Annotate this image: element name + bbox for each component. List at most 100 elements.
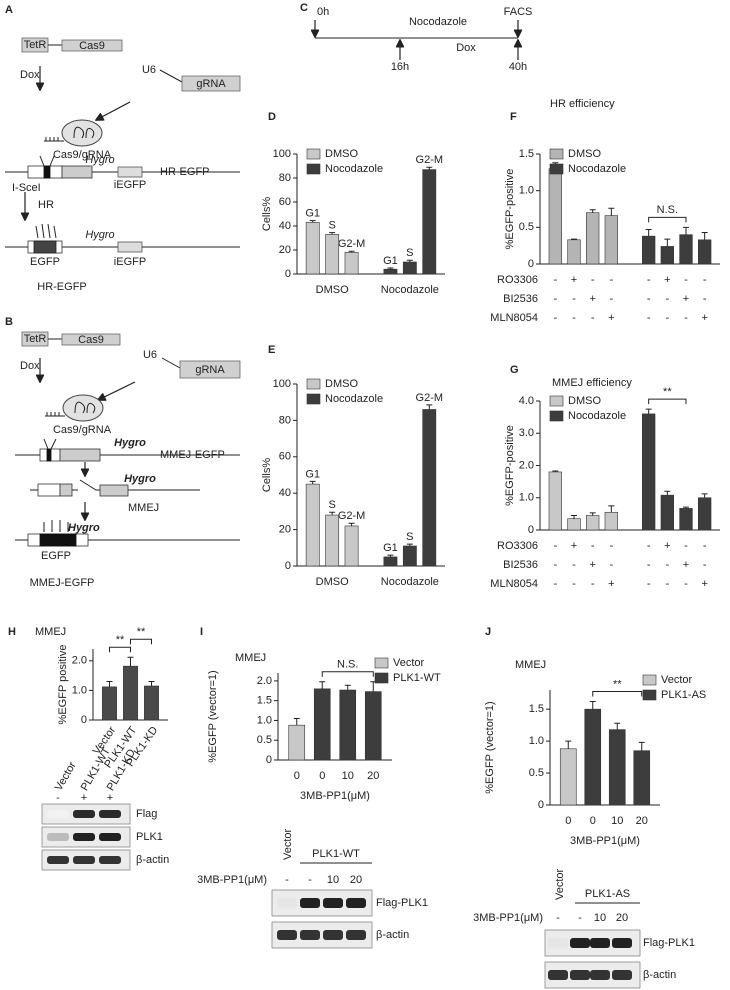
x-tick-label: Nocodazole [381, 576, 439, 588]
error-bar [426, 166, 433, 170]
y-axis-label: Cells% [261, 197, 273, 231]
grna-hairpin [73, 126, 95, 139]
repair-mark [47, 223, 51, 239]
panel-label: B [5, 316, 13, 328]
error-bar [608, 207, 615, 216]
bar [344, 252, 359, 275]
treatment-sign: - [665, 293, 669, 305]
legend-label: Nocodazole [325, 163, 383, 175]
treatment-sign: - [572, 293, 576, 305]
reporter-seg [37, 483, 61, 497]
cut-site [46, 448, 52, 462]
y-tick-label: 1.0 [529, 735, 544, 747]
arrow [98, 381, 136, 400]
bar [422, 169, 437, 275]
significance-bracket [109, 646, 131, 653]
treatment-sign: + [664, 540, 670, 552]
bar [660, 246, 674, 265]
tetr-label: TetR [24, 333, 47, 345]
bar-label: S [406, 531, 413, 543]
bar [586, 212, 600, 265]
treatment-sign: - [703, 274, 707, 286]
y-tick-label: 1.0 [519, 185, 534, 197]
bar-label: G1 [305, 208, 320, 220]
isce1-site [43, 165, 51, 179]
legend-label: Vector [393, 657, 425, 669]
blot-band [570, 970, 590, 980]
bar [548, 471, 562, 531]
band-label: β-actin [376, 929, 409, 941]
band-label: PLK1 [136, 831, 163, 843]
blot-band [47, 856, 69, 864]
blot-band [300, 930, 320, 940]
treatment-label: 3MB-PP1(μM) [197, 874, 267, 886]
blot-band [590, 938, 610, 948]
significance-bracket [648, 398, 687, 405]
panel-label: G [510, 364, 519, 376]
blot-band [99, 833, 121, 841]
cas9-label: Cas9 [79, 40, 105, 52]
chart-title: MMEJ efficiency [552, 377, 632, 389]
y-tick-label: 4.0 [519, 395, 534, 407]
error-bar [309, 480, 316, 485]
hygro-label: Hygro [85, 154, 114, 166]
event-label: FACS [504, 6, 533, 18]
treatment-sign: + [571, 274, 577, 286]
panel-label: D [268, 111, 276, 123]
panel-label: H [8, 626, 16, 638]
cut [50, 438, 57, 450]
treatment-sign: + [589, 559, 595, 571]
error-bar [683, 226, 689, 235]
x-axis-label: 3MB-PP1(μM) [570, 835, 640, 847]
treatment-sign: + [608, 578, 614, 590]
treatment-label: MLN8054 [490, 312, 538, 324]
error-bar [664, 490, 671, 496]
treatment-sign: - [684, 312, 688, 324]
treatment-sign: - [665, 578, 669, 590]
blot-band [99, 810, 121, 818]
dox-label: Dox [456, 42, 476, 54]
bar [608, 729, 626, 806]
hygro-label: Hygro [124, 473, 156, 485]
dose-label: 10 [327, 874, 339, 886]
treatment-sign: + [683, 559, 689, 571]
connector [159, 69, 183, 83]
y-tick-label: 100 [273, 148, 291, 160]
blot-band [612, 970, 632, 980]
resected-end [79, 479, 200, 491]
blot-band [612, 938, 632, 948]
legend-swatch [306, 163, 321, 175]
y-axis-label: Cells% [261, 458, 273, 492]
treatment-sign: - [591, 274, 595, 286]
error-bar [701, 231, 708, 240]
y-tick-label: 3.0 [519, 427, 534, 439]
dose-label: 10 [594, 912, 606, 924]
complex [61, 119, 103, 147]
egfp-box [33, 240, 57, 254]
dox-label: Dox [20, 360, 40, 372]
treatment-sign: - [553, 293, 557, 305]
bar-label: S [328, 499, 335, 511]
error-bar [638, 741, 645, 751]
significance-label: N.S. [337, 659, 358, 671]
legend-label: Vector [661, 674, 693, 686]
x-tick-label: 0 [565, 815, 571, 827]
cut [43, 438, 49, 450]
dose-label: - [578, 912, 582, 924]
legend-swatch [306, 148, 321, 160]
y-tick-label: 60 [279, 196, 291, 208]
legend-label: DMSO [325, 378, 358, 390]
significance-bracket [130, 638, 152, 645]
y-tick-label: 1.5 [519, 148, 534, 160]
error-bar [406, 543, 413, 546]
complex-label: Cas9/gRNA [53, 149, 112, 161]
y-axis-label: %EGFP positive [57, 645, 69, 725]
dose-label: - [308, 874, 312, 886]
bar [325, 234, 340, 275]
dna-comb [44, 137, 64, 142]
error-bar [645, 408, 652, 414]
treatment-sign: + [664, 274, 670, 286]
y-tick-label: 40 [279, 220, 291, 232]
legend-label: Nocodazole [568, 410, 626, 422]
legend-swatch [549, 163, 564, 175]
